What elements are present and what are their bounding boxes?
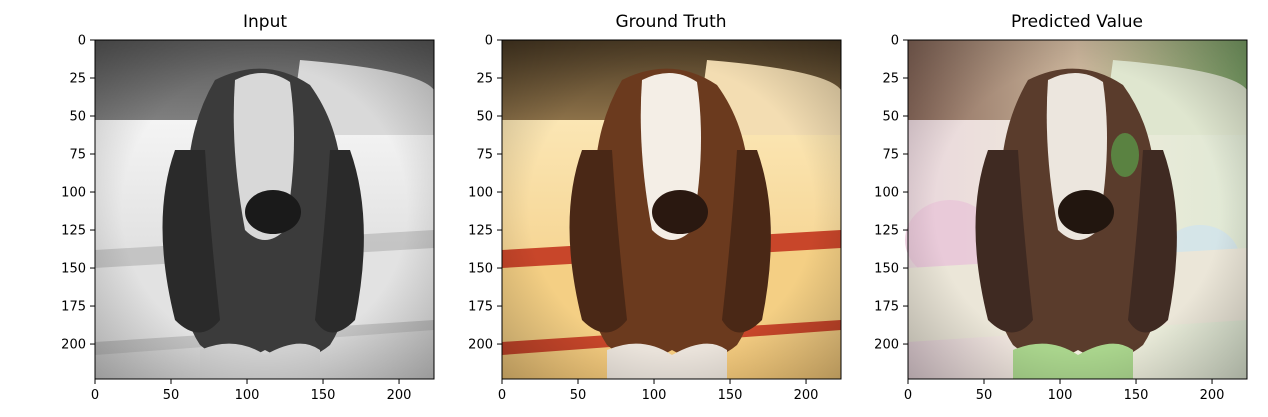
x-tick-label: 100 (642, 388, 667, 403)
x-axis: 0 50 100 150 200 (498, 379, 819, 403)
x-tick-label: 150 (718, 388, 743, 403)
image-input (95, 40, 434, 379)
y-axis: 0 25 50 75 100 125 150 175 200 (874, 34, 908, 353)
y-tick-label: 25 (476, 72, 493, 87)
x-tick-label: 150 (311, 388, 336, 403)
y-tick-label: 25 (882, 72, 899, 87)
x-axis: 0 50 100 150 200 (91, 379, 412, 403)
x-tick-label: 0 (498, 388, 506, 403)
y-tick-label: 100 (874, 186, 899, 201)
panel-title: Input (243, 12, 287, 32)
x-axis: 0 50 100 150 200 (904, 379, 1225, 403)
panel-title: Ground Truth (615, 12, 726, 32)
y-tick-label: 75 (882, 148, 899, 163)
y-tick-label: 175 (468, 300, 493, 315)
y-tick-label: 175 (874, 300, 899, 315)
y-tick-label: 0 (78, 34, 86, 49)
y-tick-label: 200 (468, 338, 493, 353)
y-tick-label: 175 (61, 300, 86, 315)
y-tick-label: 25 (69, 72, 86, 87)
y-tick-label: 150 (468, 262, 493, 277)
x-tick-label: 100 (235, 388, 260, 403)
y-tick-label: 125 (468, 224, 493, 239)
image-ground-truth (502, 40, 841, 379)
y-tick-label: 150 (874, 262, 899, 277)
x-tick-label: 150 (1124, 388, 1149, 403)
y-tick-label: 75 (69, 148, 86, 163)
x-tick-label: 200 (387, 388, 412, 403)
y-tick-label: 0 (891, 34, 899, 49)
y-tick-label: 125 (61, 224, 86, 239)
y-tick-label: 100 (61, 186, 86, 201)
x-tick-label: 50 (570, 388, 587, 403)
panel-ground-truth: Ground Truth 0 50 100 150 200 0 25 50 75 100 125 1… (468, 12, 842, 403)
y-axis: 0 25 50 75 100 125 150 175 200 (61, 34, 95, 353)
y-tick-label: 100 (468, 186, 493, 201)
y-tick-label: 200 (61, 338, 86, 353)
x-tick-label: 50 (976, 388, 993, 403)
image-predicted-value (905, 40, 1247, 379)
y-tick-label: 50 (476, 110, 493, 125)
y-tick-label: 125 (874, 224, 899, 239)
axes-frame (907, 39, 1248, 380)
y-tick-label: 0 (485, 34, 493, 49)
x-tick-label: 0 (91, 388, 99, 403)
y-tick-label: 200 (874, 338, 899, 353)
x-tick-label: 100 (1048, 388, 1073, 403)
x-tick-label: 0 (904, 388, 912, 403)
y-tick-label: 50 (69, 110, 86, 125)
y-tick-label: 150 (61, 262, 86, 277)
y-axis: 0 25 50 75 100 125 150 175 200 (468, 34, 502, 353)
y-tick-label: 75 (476, 148, 493, 163)
panel-predicted-value: Predicted Value 0 50 100 150 200 0 25 50 75 100 1… (874, 12, 1248, 403)
x-tick-label: 200 (1200, 388, 1225, 403)
panel-title: Predicted Value (1011, 12, 1143, 32)
axes-frame (94, 39, 435, 380)
x-tick-label: 50 (163, 388, 180, 403)
panel-input: Input 0 50 100 150 200 0 25 50 75 100 125 150 175 20… (61, 12, 435, 403)
axes-frame (501, 39, 842, 380)
y-tick-label: 50 (882, 110, 899, 125)
x-tick-label: 200 (794, 388, 819, 403)
